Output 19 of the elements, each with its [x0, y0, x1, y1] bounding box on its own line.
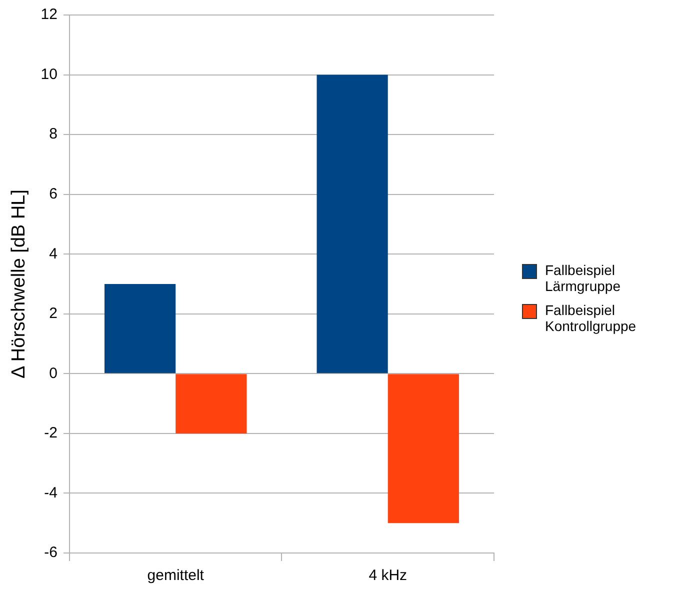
- y-axis-title: Δ Hörschwelle [dB HL]: [8, 189, 30, 379]
- y-tick-label: 10: [40, 66, 58, 83]
- y-tick-label: -6: [44, 544, 58, 562]
- x-tick-label: 4 kHz: [368, 567, 408, 584]
- y-tick-label: -4: [44, 484, 58, 502]
- y-tick-label: 8: [49, 126, 58, 143]
- y-tick-label: 4: [49, 245, 58, 262]
- bar: [388, 374, 459, 524]
- y-tick-label: 0: [49, 364, 58, 382]
- legend-label: Fallbeispiel Kontrollgruppe: [545, 302, 638, 334]
- y-tick-label: -2: [44, 424, 58, 442]
- y-tick-label: 12: [40, 6, 58, 24]
- bar: [176, 374, 247, 434]
- legend-label: Fallbeispiel Lärmgruppe: [545, 262, 622, 294]
- y-tick-label: 2: [49, 305, 58, 322]
- bar: [104, 284, 176, 374]
- x-tick-label: gemittelt: [147, 567, 205, 584]
- y-tick-label: 6: [49, 185, 58, 202]
- bar: [316, 74, 388, 374]
